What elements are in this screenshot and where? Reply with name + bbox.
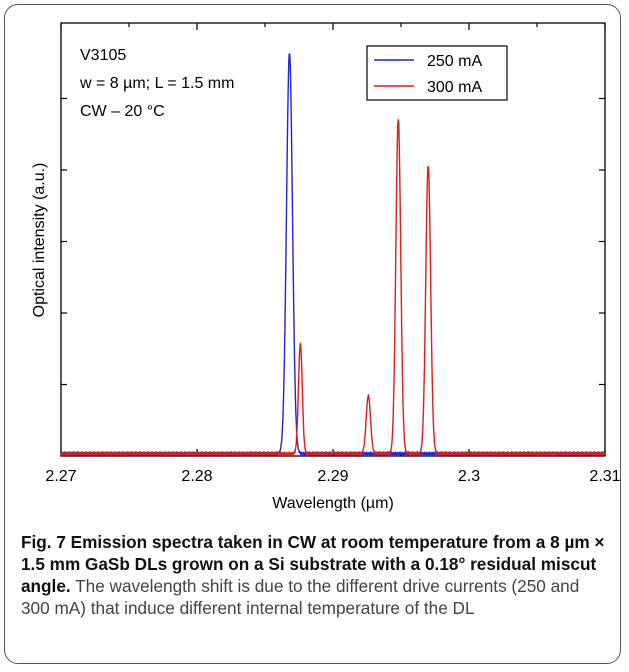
legend-box — [366, 45, 508, 101]
caption-title: Fig. 7 Emission spectra taken in CW at r… — [21, 532, 605, 596]
legend-label-300: 300 mA — [427, 79, 482, 96]
annotation-dimensions: w = 8 µm; L = 1.5 mm — [79, 75, 234, 92]
figure-frame — [4, 4, 621, 664]
legend: 250 mA 300 mA — [366, 45, 508, 101]
emission-spectra-chart: V3105 w = 8 µm; L = 1.5 mm CW – 20 °C 25… — [31, 22, 621, 512]
x-axis-label: Wavelength (µm) — [272, 495, 394, 512]
x-tick-label: 2.27 — [45, 468, 76, 485]
annotation-conditions: CW – 20 °C — [80, 103, 165, 120]
caption-body: The wavelength shift is due to the diffe… — [21, 576, 580, 618]
x-tick-labels: 2.27 2.28 2.29 2.3 2.31 — [45, 468, 620, 485]
x-tick-label: 2.31 — [589, 468, 620, 485]
series-line-300-ma — [60, 119, 606, 457]
legend-label-250: 250 mA — [427, 53, 482, 70]
spectra-curves — [60, 53, 606, 457]
x-tick-label: 2.29 — [317, 468, 348, 485]
figure-caption: Fig. 7 Emission spectra taken in CW at r… — [21, 531, 606, 619]
y-axis-label: Optical intensity (a.u.) — [31, 163, 48, 318]
x-tick-label: 2.28 — [181, 468, 212, 485]
x-tick-label: 2.3 — [458, 468, 480, 485]
annotation-sample: V3105 — [80, 47, 126, 64]
